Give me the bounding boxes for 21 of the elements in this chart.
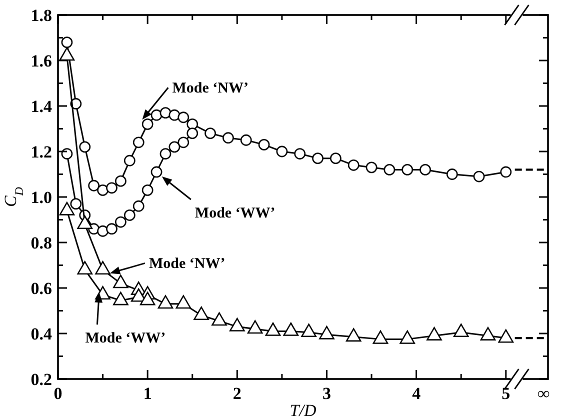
annotation: Mode ‘WW’ <box>85 330 166 347</box>
annotation: Mode ‘NW’ <box>148 256 226 272</box>
y-tick-label: 1.2 <box>30 142 52 162</box>
x-tick-label: 4 <box>412 384 422 403</box>
annotation: Mode ‘NW’ <box>172 80 248 97</box>
x-tick-label: 5 <box>502 384 510 403</box>
annotation: Mode ‘WW’ <box>194 206 276 222</box>
x-tick-label: 0 <box>54 384 62 403</box>
x-tick-label: ∞ <box>537 384 550 403</box>
x-axis-title: T/D <box>290 401 317 420</box>
y-tick-label: 0.8 <box>30 234 52 252</box>
x-tick-label: 3 <box>322 384 331 403</box>
y-tick-label: 0.6 <box>30 279 52 298</box>
y-tick-label: 1.0 <box>30 188 52 207</box>
y-tick-label: 0.4 <box>30 324 52 344</box>
y-tick-label: 0.2 <box>30 370 52 389</box>
y-tick-label: 1.4 <box>30 97 52 116</box>
y-tick-label: 1.6 <box>30 52 52 70</box>
x-tick-label: 1 <box>143 384 152 403</box>
x-tick-label: 2 <box>232 384 242 403</box>
y-tick-label: 1.8 <box>30 6 52 25</box>
